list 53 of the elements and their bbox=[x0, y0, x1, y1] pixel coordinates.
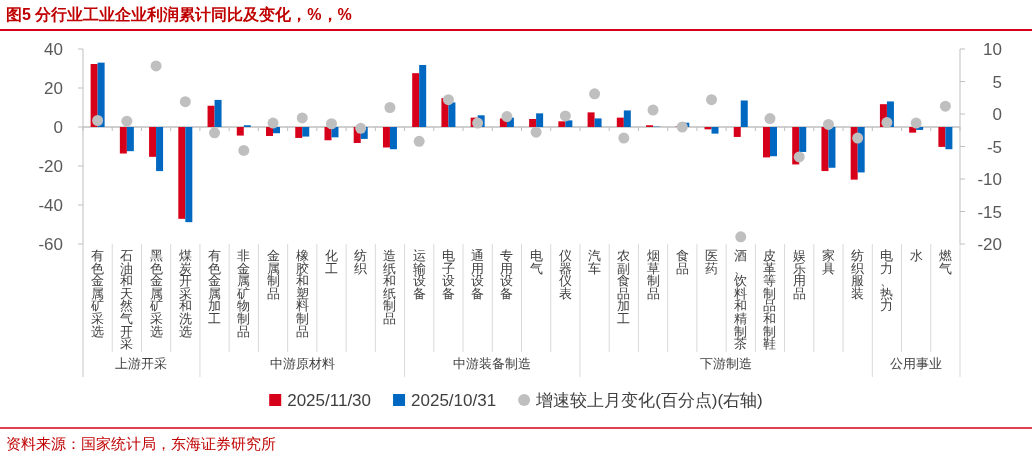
x-tick-label: 医药 bbox=[705, 249, 719, 276]
y2-tick-label: 0 bbox=[992, 105, 1002, 124]
text: 下游制造 bbox=[700, 356, 753, 371]
x-tick-label: 专用设备 bbox=[500, 249, 514, 301]
x-tick-label: 有色金属矿采选 bbox=[90, 249, 105, 339]
x-tick-label: 电力、热力 bbox=[880, 249, 894, 314]
y2-tick-label: -5 bbox=[986, 137, 1002, 157]
x-tick-label: 水 bbox=[909, 249, 923, 263]
x-tick-label: 电子设备 bbox=[441, 249, 455, 301]
text: 上游开采 bbox=[115, 356, 168, 371]
x-tick-label: 通用设备 bbox=[471, 249, 485, 301]
y-tick-label: -40 bbox=[38, 196, 63, 215]
x-tick-label: 造纸和纸制品 bbox=[383, 249, 397, 326]
x-tick-label: 煤炭开采和洗选 bbox=[178, 249, 192, 339]
x-tick-label: 酒、饮料和精制茶 bbox=[733, 249, 748, 352]
y2-tick-label: -15 bbox=[977, 202, 1002, 222]
x-tick-label: 汽车 bbox=[588, 249, 602, 276]
y-tick-label: 0 bbox=[53, 118, 63, 137]
y2-tick-label: 10 bbox=[983, 40, 1002, 59]
text: 中游原材料 bbox=[269, 356, 335, 371]
x-tick-label: 农副食品加工 bbox=[617, 249, 631, 326]
x-tick-label: 橡胶和塑料制品 bbox=[295, 249, 309, 339]
x-tick-label: 金属制品 bbox=[266, 249, 280, 301]
x-tick-label: 石油和天然气开采 bbox=[120, 249, 134, 352]
x-tick-label: 运输设备 bbox=[412, 249, 426, 301]
y-tick-label: 40 bbox=[44, 40, 63, 59]
x-tick-label: 纺织服装 bbox=[851, 249, 865, 301]
x-tick-label: 皮革等制品和制鞋 bbox=[763, 249, 777, 352]
x-tick-label: 家具 bbox=[821, 248, 835, 276]
x-tick-label: 烟草制品 bbox=[646, 249, 660, 301]
x-tick-label: 仪器仪表 bbox=[558, 249, 572, 301]
text: 公用事业 bbox=[890, 356, 943, 371]
legend-label: 增速较上月变化(百分点)(右轴) bbox=[535, 391, 763, 410]
x-tick-label: 非金属矿物制品 bbox=[236, 249, 251, 339]
text: 资料来源：国家统计局，东海证券研究所 bbox=[6, 435, 276, 452]
y2-tick-label: -10 bbox=[977, 170, 1002, 189]
legend-label: 2025/11/30 bbox=[287, 391, 372, 410]
x-tick-label: 化工 bbox=[324, 249, 338, 276]
text: 中游装备制造 bbox=[453, 356, 532, 371]
y-tick-label: -60 bbox=[38, 235, 63, 254]
x-tick-label: 燃气 bbox=[938, 249, 952, 276]
x-tick-label: 娱乐用品 bbox=[792, 249, 806, 301]
x-tick-label: 电气 bbox=[529, 249, 543, 276]
x-tick-label: 有色金属加工 bbox=[208, 249, 222, 326]
y-tick-label: 20 bbox=[44, 79, 63, 98]
x-tick-label: 食品 bbox=[675, 249, 689, 276]
x-tick-label: 纺织 bbox=[354, 249, 368, 276]
y2-tick-label: -20 bbox=[977, 235, 1002, 254]
x-tick-label: 黑色金属矿采选 bbox=[148, 249, 163, 339]
y-tick-label: -20 bbox=[38, 157, 63, 176]
y2-tick-label: 5 bbox=[992, 72, 1002, 92]
legend-label: 2025/10/31 bbox=[411, 391, 497, 410]
chart-title: 图5 分行业工业企业利润累计同比及变化，%，% bbox=[6, 6, 352, 23]
